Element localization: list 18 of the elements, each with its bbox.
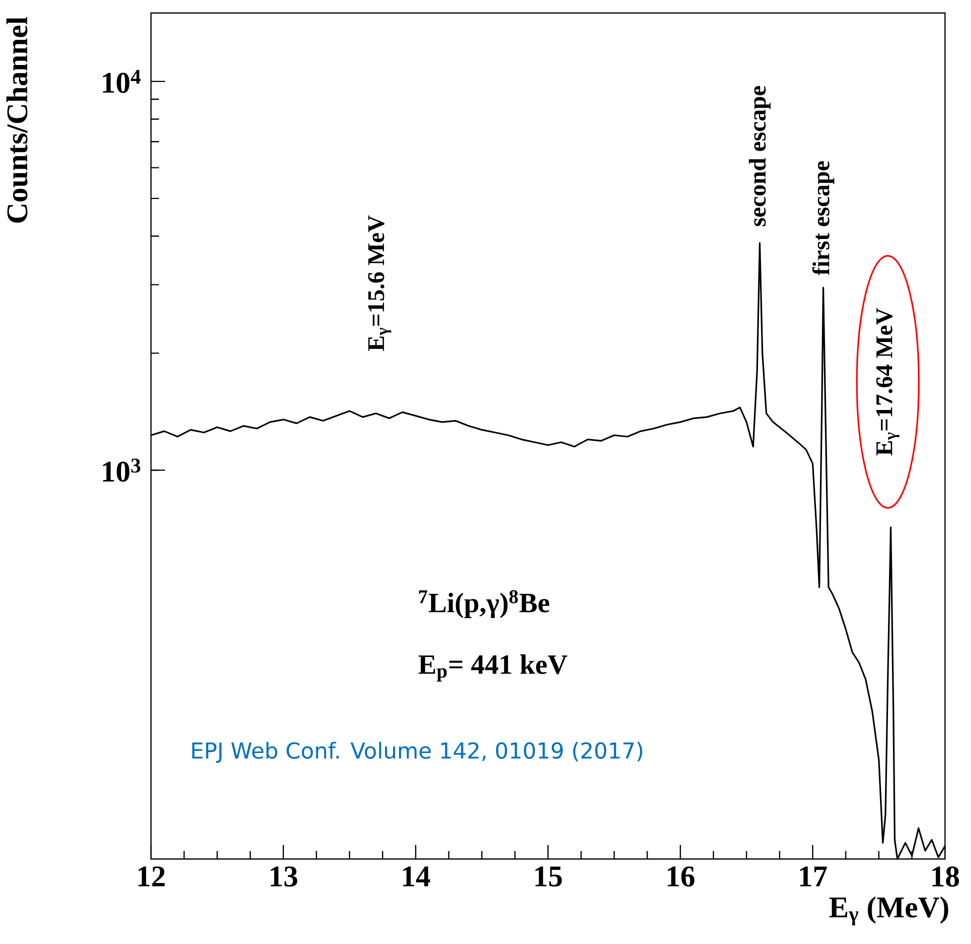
annotation: $^{7}$Li(p,γ)$^{8}$Be bbox=[419, 590, 550, 618]
annotation: E$_{γ}$=15.6 MeV bbox=[368, 215, 392, 351]
x-tick-label: 17 bbox=[800, 866, 827, 886]
annotation: E$_{p}$= 441 keV bbox=[418, 654, 568, 682]
annotation: second escape bbox=[748, 86, 771, 226]
annotation: EPJ Web Conf. Volume 142, 01019 (2017) bbox=[192, 742, 642, 763]
annotation: first escape bbox=[812, 161, 834, 276]
y-axis-title: Counts/Channel bbox=[6, 17, 28, 223]
x-tick-label: 18 bbox=[932, 866, 959, 887]
annotation: E$_{γ}$=17.64 MeV bbox=[876, 308, 900, 456]
x-axis-title: E$_{γ}$ (MeV) bbox=[829, 896, 948, 926]
x-tick-label: 13 bbox=[270, 866, 298, 887]
x-tick-label: 12 bbox=[138, 866, 165, 886]
x-tick-label: 16 bbox=[668, 866, 694, 887]
x-tick-label: 14 bbox=[403, 866, 430, 886]
x-tick-label: 15 bbox=[535, 866, 562, 887]
y-tick-label: 10$^{4}$ bbox=[103, 70, 141, 93]
y-tick-label: 10$^{3}$ bbox=[103, 458, 140, 482]
